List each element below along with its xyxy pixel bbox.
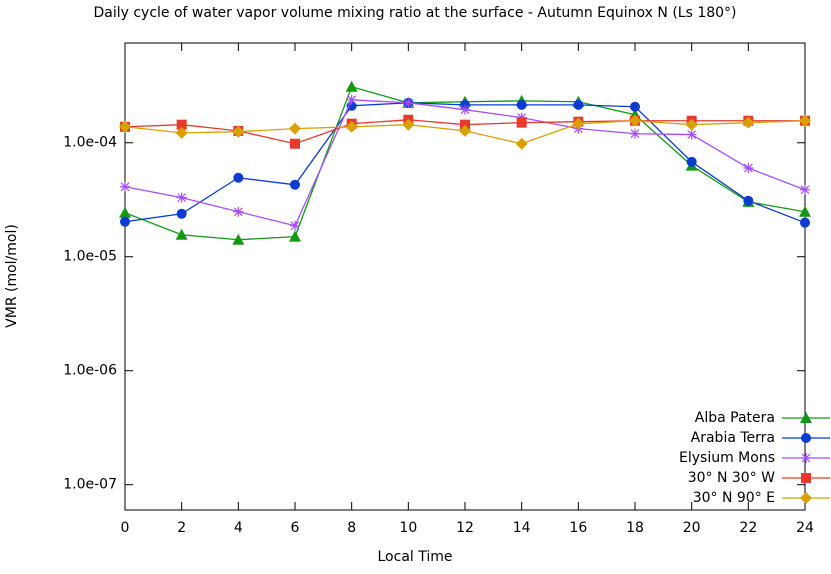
y-tick-label: 1.0e-07 bbox=[63, 477, 117, 493]
x-tick-label: 18 bbox=[626, 520, 644, 536]
marker bbox=[232, 125, 245, 138]
marker bbox=[460, 104, 470, 115]
x-tick-label: 14 bbox=[513, 520, 531, 536]
legend-label: 30° N 30° W bbox=[688, 470, 775, 486]
marker bbox=[289, 122, 301, 135]
marker bbox=[743, 195, 754, 206]
legend-marker bbox=[801, 453, 811, 463]
marker bbox=[290, 138, 300, 149]
y-tick-label: 1.0e-04 bbox=[63, 135, 117, 151]
marker bbox=[345, 80, 358, 92]
marker bbox=[120, 216, 130, 227]
x-tick-label: 2 bbox=[177, 520, 186, 536]
marker bbox=[686, 129, 697, 140]
marker bbox=[516, 112, 527, 123]
marker bbox=[630, 101, 640, 112]
marker bbox=[516, 99, 527, 110]
marker bbox=[119, 120, 131, 133]
marker bbox=[175, 228, 188, 240]
marker bbox=[119, 206, 131, 218]
marker bbox=[403, 97, 414, 108]
marker bbox=[515, 137, 528, 150]
marker bbox=[516, 117, 527, 128]
marker bbox=[232, 233, 245, 245]
marker bbox=[572, 117, 585, 130]
marker bbox=[743, 163, 754, 174]
legend-marker bbox=[801, 433, 811, 443]
x-axis-label: Local Time bbox=[378, 549, 453, 565]
marker bbox=[290, 179, 300, 190]
x-tick-label: 12 bbox=[456, 520, 474, 536]
marker bbox=[460, 119, 470, 130]
legend-marker bbox=[801, 473, 811, 483]
legend-label: Alba Patera bbox=[695, 410, 775, 426]
marker bbox=[800, 217, 810, 228]
y-tick-label: 1.0e-06 bbox=[63, 363, 117, 379]
legend-label: 30° N 90° E bbox=[693, 490, 775, 506]
legend-marker bbox=[800, 492, 812, 504]
marker bbox=[120, 181, 130, 192]
marker bbox=[176, 192, 187, 203]
marker bbox=[176, 208, 187, 219]
marker bbox=[289, 230, 301, 242]
marker bbox=[799, 205, 811, 217]
marker bbox=[233, 206, 244, 217]
x-tick-label: 20 bbox=[683, 520, 701, 536]
marker bbox=[799, 114, 811, 127]
legend-marker bbox=[800, 412, 812, 423]
x-tick-label: 4 bbox=[234, 520, 243, 536]
x-tick-label: 22 bbox=[739, 520, 757, 536]
legend-label: Elysium Mons bbox=[679, 450, 775, 466]
series-line bbox=[124, 99, 806, 227]
marker bbox=[686, 156, 697, 167]
x-tick-label: 24 bbox=[796, 520, 814, 536]
marker bbox=[629, 114, 641, 127]
marker bbox=[742, 116, 755, 129]
x-tick-label: 0 bbox=[121, 520, 130, 536]
marker bbox=[402, 118, 415, 131]
marker bbox=[176, 119, 187, 130]
y-axis-label: VMR (mol/mol) bbox=[4, 224, 20, 328]
marker bbox=[290, 220, 300, 231]
marker bbox=[459, 124, 471, 137]
marker bbox=[233, 172, 244, 183]
marker bbox=[685, 118, 698, 131]
y-tick-label: 1.0e-05 bbox=[63, 249, 117, 265]
marker bbox=[345, 120, 358, 133]
marker bbox=[175, 126, 188, 139]
legend-label: Arabia Terra bbox=[691, 430, 775, 446]
marker bbox=[630, 128, 640, 139]
chart-title: Daily cycle of water vapor volume mixing… bbox=[93, 5, 736, 21]
marker bbox=[800, 184, 810, 195]
marker bbox=[346, 100, 357, 111]
x-tick-label: 8 bbox=[347, 520, 356, 536]
marker bbox=[573, 99, 584, 110]
x-tick-label: 10 bbox=[399, 520, 417, 536]
x-tick-label: 16 bbox=[569, 520, 587, 536]
x-tick-label: 6 bbox=[291, 520, 300, 536]
marker bbox=[346, 94, 357, 105]
